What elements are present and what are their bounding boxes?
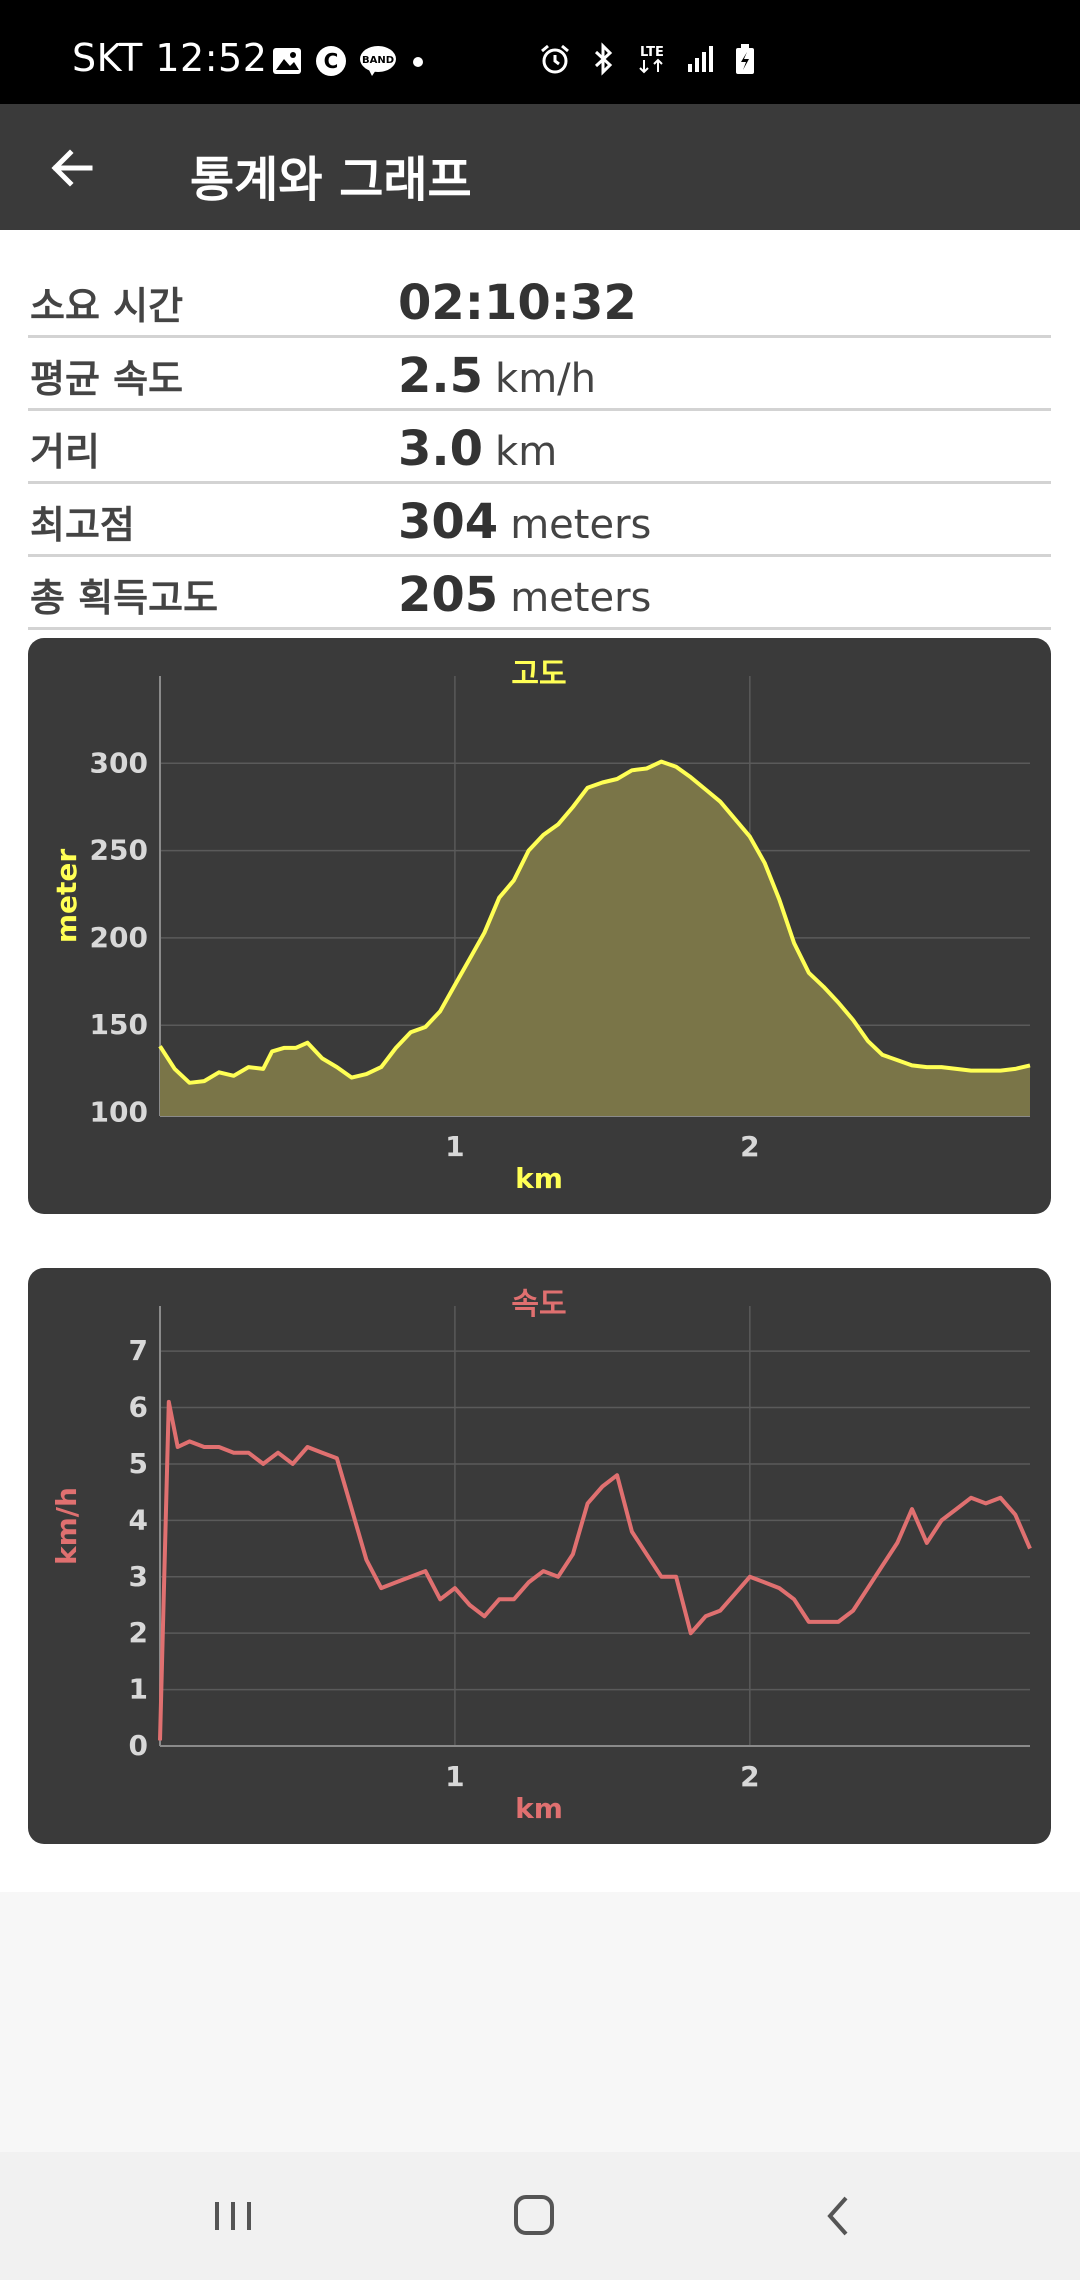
stat-label: 평균 속도 bbox=[30, 357, 184, 401]
home-icon bbox=[514, 2195, 554, 2235]
svg-text:BAND: BAND bbox=[362, 55, 394, 66]
x-tick-label: 1 bbox=[445, 1130, 464, 1163]
gallery-icon bbox=[270, 44, 304, 78]
stat-value: 3.0 km bbox=[398, 421, 557, 477]
arrow-left-icon bbox=[51, 149, 93, 187]
carrier-time: SKT 12:52 bbox=[72, 36, 268, 80]
alarm-icon bbox=[538, 42, 572, 76]
status-bar: SKT 12:52 C BAND LTE bbox=[0, 0, 1080, 104]
elevation-chart-card: 100 150 200 250 300 1 2 고도 km meter bbox=[28, 638, 1051, 1214]
stat-label: 거리 bbox=[30, 430, 100, 474]
svg-text:LTE: LTE bbox=[640, 45, 664, 60]
app-bar: 통계와 그래프 bbox=[0, 104, 1080, 230]
elevation-chart: 100 150 200 250 300 1 2 고도 km meter bbox=[50, 657, 1031, 1195]
notification-icons: C BAND bbox=[270, 44, 428, 78]
y-tick-label: 4 bbox=[129, 1503, 148, 1536]
elevation-area-fill bbox=[160, 761, 1030, 1116]
system-back-button[interactable] bbox=[808, 2188, 868, 2244]
empty-area bbox=[0, 1892, 1080, 2152]
x-tick-label: 1 bbox=[445, 1760, 464, 1793]
x-tick-label: 2 bbox=[740, 1130, 759, 1163]
y-tick-label: 1 bbox=[129, 1673, 148, 1706]
page-title: 통계와 그래프 bbox=[190, 152, 472, 208]
battery-icon bbox=[732, 42, 758, 76]
y-tick-label: 6 bbox=[129, 1391, 148, 1424]
system-icons: LTE bbox=[538, 42, 758, 76]
back-button[interactable] bbox=[44, 140, 100, 196]
highest-point-value: 304 bbox=[398, 494, 499, 550]
speed-chart-card: 0 1 2 3 4 5 6 7 1 2 속도 km km/h bbox=[28, 1268, 1051, 1844]
stat-value: 304 meters bbox=[398, 494, 651, 550]
y-tick-label: 250 bbox=[90, 834, 148, 867]
stats-table: 소요 시간 02:10:32 평균 속도 2.5 km/h 거리 3.0 km 최고… bbox=[28, 265, 1051, 630]
y-tick-label: 5 bbox=[129, 1447, 148, 1480]
lte-icon: LTE bbox=[634, 42, 670, 76]
bluetooth-icon bbox=[586, 42, 620, 76]
chevron-left-icon bbox=[827, 2196, 848, 2236]
y-tick-label: 150 bbox=[90, 1008, 148, 1041]
stat-row-distance: 거리 3.0 km bbox=[28, 411, 1051, 484]
home-button[interactable] bbox=[504, 2188, 564, 2244]
avg-speed-value: 2.5 bbox=[398, 348, 484, 404]
stat-label: 총 획득고도 bbox=[30, 576, 219, 620]
y-tick-label: 2 bbox=[129, 1616, 148, 1649]
y-tick-label: 7 bbox=[129, 1334, 148, 1367]
stat-value: 205 meters bbox=[398, 567, 651, 623]
x-axis-label: km bbox=[515, 1162, 563, 1195]
signal-icon bbox=[684, 42, 718, 76]
chart-title: 속도 bbox=[511, 1287, 566, 1322]
svg-text:C: C bbox=[324, 49, 339, 73]
chart-title: 고도 bbox=[511, 657, 566, 692]
stat-row-highest-point: 최고점 304 meters bbox=[28, 484, 1051, 557]
stat-unit: km bbox=[495, 429, 558, 475]
band-icon: BAND bbox=[358, 44, 398, 78]
x-axis-label: km bbox=[515, 1792, 563, 1825]
dot-icon bbox=[408, 44, 428, 78]
navigation-bar bbox=[0, 2152, 1080, 2280]
y-axis-label: meter bbox=[50, 849, 83, 944]
elevation-series-line bbox=[158, 759, 1031, 1085]
y-tick-label: 200 bbox=[90, 921, 148, 954]
stat-unit: meters bbox=[510, 502, 652, 548]
duration-value: 02:10:32 bbox=[398, 275, 637, 331]
stat-row-avg-speed: 평균 속도 2.5 km/h bbox=[28, 338, 1051, 411]
stat-unit: meters bbox=[510, 575, 652, 621]
content: 소요 시간 02:10:32 평균 속도 2.5 km/h 거리 3.0 km 최고… bbox=[0, 230, 1080, 1892]
distance-value: 3.0 bbox=[398, 421, 484, 477]
y-tick-label: 3 bbox=[129, 1560, 148, 1593]
elevation-gain-value: 205 bbox=[398, 567, 499, 623]
c-icon: C bbox=[314, 44, 348, 78]
y-tick-label: 100 bbox=[90, 1096, 148, 1129]
stat-label: 최고점 bbox=[30, 503, 135, 547]
recent-apps-button[interactable] bbox=[203, 2188, 263, 2244]
y-tick-label: 0 bbox=[129, 1729, 148, 1762]
stat-value: 2.5 km/h bbox=[398, 348, 596, 404]
recent-apps-icon bbox=[215, 2202, 251, 2230]
speed-chart: 0 1 2 3 4 5 6 7 1 2 속도 km km/h bbox=[50, 1287, 1032, 1825]
stat-row-duration: 소요 시간 02:10:32 bbox=[28, 265, 1051, 338]
stat-row-elevation-gain: 총 획득고도 205 meters bbox=[28, 557, 1051, 630]
speed-series-line bbox=[158, 1399, 1032, 1741]
y-axis-label: km/h bbox=[50, 1487, 83, 1565]
x-tick-label: 2 bbox=[740, 1760, 759, 1793]
stat-value: 02:10:32 bbox=[398, 275, 637, 331]
y-tick-label: 300 bbox=[90, 746, 148, 779]
stat-label: 소요 시간 bbox=[30, 284, 184, 328]
stat-unit: km/h bbox=[495, 356, 596, 402]
